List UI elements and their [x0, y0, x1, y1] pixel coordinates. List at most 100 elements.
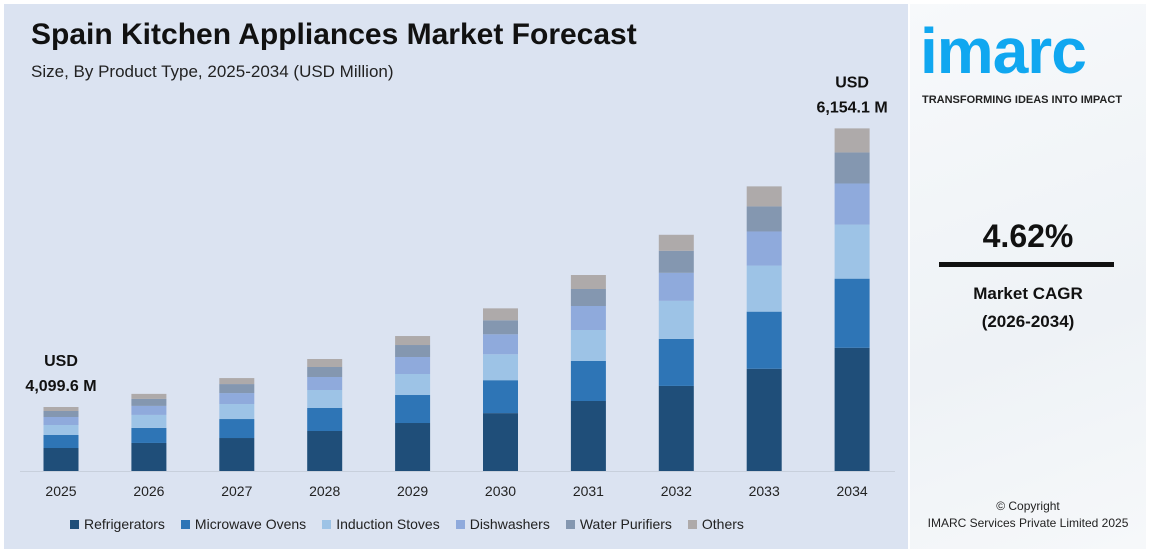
bar-segment-refrigerators-2033	[746, 368, 782, 471]
chart-title: Spain Kitchen Appliances Market Forecast	[31, 18, 637, 51]
bar-segment-induction-stoves-2033	[746, 265, 782, 312]
bar-segment-water-purifiers-2033	[746, 206, 782, 232]
copyright-line2: IMARC Services Private Limited 2025	[927, 516, 1129, 530]
legend-item: Dishwashers	[455, 516, 550, 532]
bar-segment-dishwashers-2029	[395, 357, 431, 375]
bar-segment-water-purifiers-2030	[483, 320, 518, 335]
stacked-bar-chart: 2025 2026 2027 2028 2029 2030 2031 2032 2033 2034…	[20, 74, 895, 499]
bar-segment-others-2029	[395, 336, 431, 346]
bar-segment-dishwashers-2025	[43, 416, 79, 425]
bar-segment-microwave-ovens-2027	[219, 419, 255, 439]
x-tick-label: 2027	[221, 483, 252, 499]
bar-segment-others-2026	[131, 393, 167, 399]
legend-swatch	[180, 519, 190, 529]
x-tick-label: 2026	[133, 483, 164, 499]
bar-segment-refrigerators-2027	[219, 438, 255, 471]
bar-segment-others-2033	[746, 186, 782, 207]
bar-segment-refrigerators-2034	[834, 347, 870, 471]
x-tick-label: 2032	[661, 483, 692, 499]
legend-swatch	[565, 519, 575, 529]
bar-segment-refrigerators-2028	[307, 430, 343, 471]
bar-segment-induction-stoves-2029	[395, 374, 431, 396]
bar-segment-refrigerators-2029	[395, 423, 431, 471]
bar-segment-dishwashers-2033	[746, 231, 782, 266]
bar-segment-microwave-ovens-2032	[658, 338, 694, 386]
bar-segment-water-purifiers-2031	[570, 289, 606, 307]
legend-label: Others	[701, 516, 744, 532]
x-tick-label: 2029	[397, 483, 428, 499]
bar-segment-induction-stoves-2026	[131, 414, 167, 428]
bar-segment-microwave-ovens-2026	[131, 427, 167, 443]
bar-segment-microwave-ovens-2033	[746, 311, 782, 369]
x-tick-label: 2034	[837, 483, 868, 499]
bar-segment-dishwashers-2030	[483, 334, 518, 355]
bar-segment-refrigerators-2025	[43, 447, 79, 471]
bar-segment-others-2025	[43, 407, 79, 411]
legend-label: Refrigerators	[84, 516, 165, 532]
bar-segment-water-purifiers-2034	[834, 152, 870, 184]
bar-segment-dishwashers-2031	[570, 306, 606, 331]
bar-segment-microwave-ovens-2029	[395, 395, 431, 424]
legend-label: Water Purifiers	[579, 516, 672, 532]
bar-segment-microwave-ovens-2028	[307, 408, 343, 431]
bar-segment-water-purifiers-2027	[219, 384, 255, 394]
legend-label: Induction Stoves	[336, 516, 440, 532]
legend-item: Induction Stoves	[322, 516, 440, 532]
copyright: © Copyright IMARC Services Private Limit…	[910, 498, 1146, 532]
legend-item: Refrigerators	[70, 516, 165, 532]
cagr-label-text: Market CAGR	[973, 284, 1083, 303]
x-tick-label: 2031	[573, 483, 604, 499]
legend-label: Dishwashers	[469, 516, 550, 532]
imarc-logo: imarc	[920, 15, 1087, 87]
x-tick-label: 2025	[45, 483, 76, 499]
bar-segment-others-2032	[658, 234, 694, 251]
x-tick-label: 2033	[749, 483, 780, 499]
legend-swatch	[687, 519, 697, 529]
bar-segment-microwave-ovens-2034	[834, 278, 870, 348]
side-panel: imarc TRANSFORMING IDEAS INTO IMPACT 4.6…	[910, 4, 1146, 549]
legend-label: Microwave Ovens	[194, 516, 307, 532]
bar-segment-microwave-ovens-2030	[483, 380, 518, 414]
bar-segment-dishwashers-2034	[834, 183, 870, 225]
chart-subtitle: Size, By Product Type, 2025-2034 (USD Mi…	[31, 62, 394, 81]
bar-segment-water-purifiers-2028	[307, 366, 343, 377]
tagline: TRANSFORMING IDEAS INTO IMPACT	[922, 94, 1123, 106]
legend-swatch	[322, 519, 332, 529]
bar-segment-induction-stoves-2027	[219, 404, 255, 420]
legend-swatch	[455, 519, 465, 529]
bar-segment-dishwashers-2027	[219, 393, 255, 405]
legend-swatch	[70, 519, 79, 529]
data-label-unit: USD	[44, 353, 78, 370]
bar-segment-others-2034	[834, 128, 870, 153]
bar-segment-microwave-ovens-2031	[570, 360, 606, 402]
bar-segment-water-purifiers-2029	[395, 345, 431, 358]
bar-segment-refrigerators-2032	[658, 385, 694, 471]
bar-segment-refrigerators-2031	[570, 401, 606, 471]
copyright-line1: © Copyright	[996, 499, 1060, 513]
bar-segment-induction-stoves-2030	[483, 354, 518, 381]
legend: Refrigerators Microwave Ovens Induction St…	[70, 516, 744, 532]
legend-item: Others	[687, 516, 744, 532]
bar-segment-induction-stoves-2025	[43, 424, 79, 436]
data-label-value: 4,099.6 M	[25, 378, 96, 395]
x-tick-label: 2028	[309, 483, 340, 499]
cagr-value: 4.62%	[982, 218, 1074, 254]
bar-segment-water-purifiers-2026	[131, 398, 167, 406]
bar-segment-others-2027	[219, 378, 255, 385]
cagr-period: (2026-2034)	[981, 312, 1075, 331]
divider	[939, 262, 1114, 267]
bar-segment-induction-stoves-2031	[570, 330, 606, 361]
data-label-unit: USD	[835, 74, 869, 91]
x-tick-label: 2030	[485, 483, 516, 499]
bar-segment-induction-stoves-2028	[307, 390, 343, 409]
bar-segment-induction-stoves-2032	[658, 300, 694, 339]
legend-item: Microwave Ovens	[180, 516, 307, 532]
bar-segment-dishwashers-2028	[307, 376, 343, 391]
bar-segment-water-purifiers-2032	[658, 250, 694, 273]
bar-segment-water-purifiers-2025	[43, 410, 79, 417]
legend-item: Water Purifiers	[565, 516, 672, 532]
cagr-label: Market CAGR (2026-2034)	[910, 280, 1146, 336]
bar-segment-dishwashers-2032	[658, 272, 694, 301]
bar-segment-others-2030	[483, 308, 518, 321]
bar-segment-others-2031	[570, 275, 606, 290]
